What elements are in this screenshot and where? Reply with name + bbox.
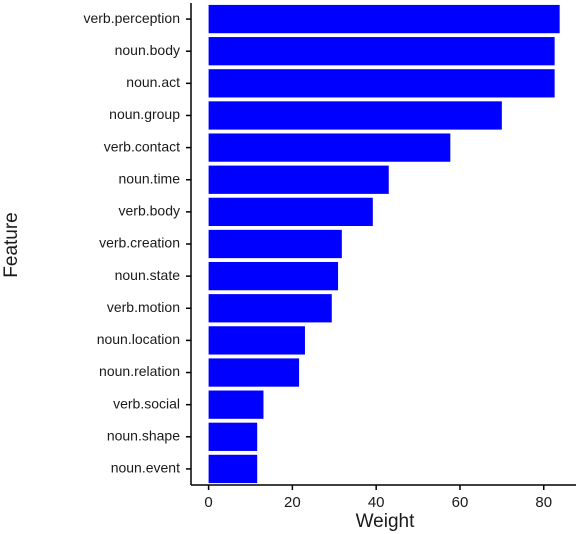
y-tick-label: verb.motion <box>107 299 180 315</box>
y-tick-label: verb.creation <box>99 235 180 251</box>
bar <box>208 37 555 66</box>
y-tick-label: verb.contact <box>104 138 180 154</box>
y-tick-label: verb.body <box>119 203 180 219</box>
y-tick-label: noun.location <box>97 331 180 347</box>
x-tick-label: 20 <box>284 494 301 511</box>
bar <box>208 326 305 355</box>
bar <box>208 197 373 227</box>
x-tick-label: 60 <box>452 494 469 511</box>
bar <box>208 294 332 323</box>
bar <box>208 101 502 130</box>
y-tick-label: noun.body <box>115 42 180 58</box>
bar <box>208 358 300 387</box>
y-tick-label: noun.shape <box>107 428 180 444</box>
y-tick-label: noun.state <box>115 267 181 283</box>
bar <box>208 165 389 194</box>
bar <box>208 4 560 34</box>
bar <box>208 69 555 98</box>
y-axis-title: Feature <box>1 212 22 277</box>
x-tick-label: 40 <box>368 494 385 511</box>
x-tick-label: 0 <box>204 494 212 511</box>
x-tick-label: 80 <box>535 494 552 511</box>
y-tick-label: noun.time <box>119 170 181 186</box>
bar <box>208 454 258 484</box>
bar <box>208 229 342 259</box>
y-tick-label: verb.perception <box>83 10 180 26</box>
y-tick-label: verb.social <box>113 395 180 411</box>
x-axis-title: Weight <box>356 511 416 532</box>
y-tick-label: noun.act <box>126 74 180 90</box>
y-tick-label: noun.relation <box>99 363 180 379</box>
bar <box>208 390 264 419</box>
bar <box>208 422 258 451</box>
y-tick-label: noun.group <box>109 106 180 122</box>
y-tick-label: noun.event <box>111 460 180 476</box>
bar <box>208 133 451 162</box>
bar <box>208 261 339 291</box>
